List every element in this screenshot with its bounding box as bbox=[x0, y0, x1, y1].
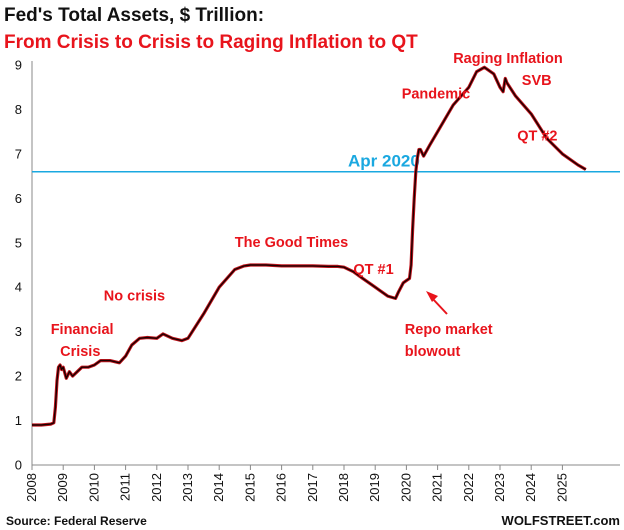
x-tick-label: 2013 bbox=[180, 473, 195, 502]
y-tick-label: 2 bbox=[15, 369, 22, 384]
x-tick-label: 2016 bbox=[274, 473, 289, 502]
series-line bbox=[32, 66, 587, 426]
annotations: Financial Crisis No crisis The Good Times QT… bbox=[51, 51, 563, 360]
chart-subtitle: From Crisis to Crisis to Raging Inflatio… bbox=[4, 32, 418, 53]
annotation-label: Raging Inflation bbox=[453, 51, 563, 67]
y-tick-label: 7 bbox=[15, 146, 22, 161]
x-tick-label: 2018 bbox=[336, 473, 351, 502]
x-tick-label: 2017 bbox=[305, 473, 320, 502]
y-tick-label: 1 bbox=[15, 413, 22, 428]
annotation-label: Repo market bbox=[405, 322, 493, 338]
annotation-label: No crisis bbox=[104, 289, 165, 305]
annotation-label: QT #2 bbox=[517, 129, 557, 145]
y-tick-label: 0 bbox=[15, 458, 22, 473]
repo-arrow-icon bbox=[426, 291, 448, 315]
y-tick-label: 5 bbox=[15, 235, 22, 250]
annotation-label: QT #1 bbox=[353, 262, 393, 278]
x-tick-label: 2025 bbox=[554, 473, 569, 502]
reference-line-label: Apr 2020 bbox=[348, 152, 420, 171]
chart-title: Fed's Total Assets, $ Trillion: bbox=[4, 5, 264, 26]
y-tick-label: 6 bbox=[15, 191, 22, 206]
x-tick-label: 2023 bbox=[492, 473, 507, 502]
y-tick-label: 3 bbox=[15, 324, 22, 339]
x-tick-label: 2022 bbox=[461, 473, 476, 502]
annotation-label: SVB bbox=[522, 73, 552, 89]
x-tick-label: 2011 bbox=[118, 473, 133, 501]
source-note: Source: Federal Reserve bbox=[6, 514, 147, 528]
x-tick-label: 2024 bbox=[523, 473, 538, 502]
annotation-label: Pandemic bbox=[402, 86, 471, 102]
y-axis: 0 1 2 3 4 5 6 7 8 9 bbox=[15, 58, 22, 473]
y-tick-label: 8 bbox=[15, 102, 22, 117]
brand-label: WOLFSTREET.com bbox=[502, 513, 620, 528]
y-tick-label: 9 bbox=[15, 58, 22, 73]
x-tick-label: 2010 bbox=[86, 473, 101, 502]
annotation-label: Financial bbox=[51, 322, 114, 338]
x-tick-label: 2020 bbox=[398, 473, 413, 502]
annotation-label: Crisis bbox=[60, 344, 100, 360]
y-tick-label: 4 bbox=[15, 280, 22, 295]
x-axis: 2008 2009 2010 2011 2012 2013 2014 2015 2016 2017… bbox=[24, 465, 569, 502]
x-tick-label: 2015 bbox=[242, 473, 257, 502]
x-tick-label: 2021 bbox=[430, 473, 445, 502]
x-tick-label: 2012 bbox=[149, 473, 164, 502]
x-tick-label: 2014 bbox=[211, 473, 226, 502]
annotation-label: blowout bbox=[405, 344, 461, 360]
x-tick-label: 2019 bbox=[367, 473, 382, 502]
x-tick-label: 2008 bbox=[24, 473, 39, 502]
x-tick-label: 2009 bbox=[55, 473, 70, 502]
annotation-label: The Good Times bbox=[235, 235, 348, 251]
